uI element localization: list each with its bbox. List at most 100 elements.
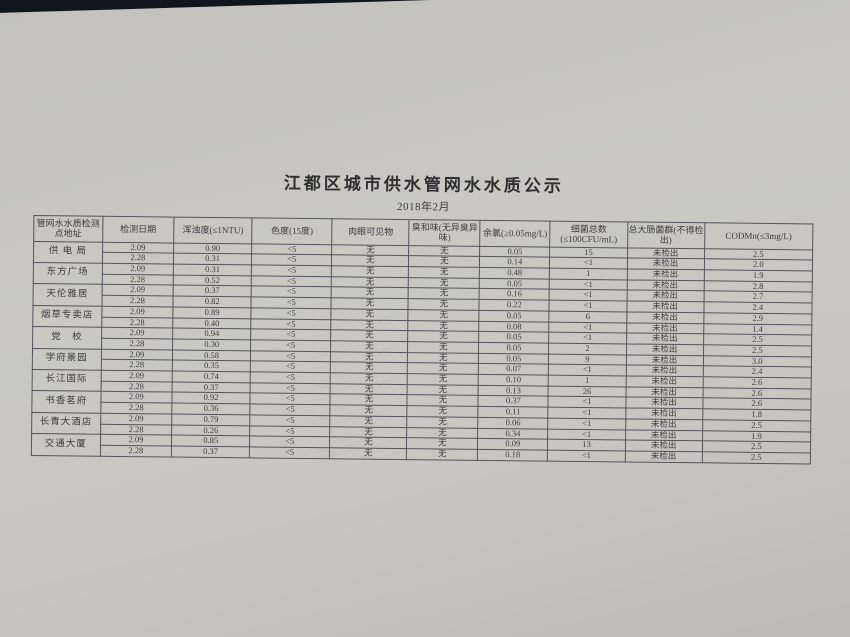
value-cell: 未检出 (625, 386, 703, 399)
value-cell: <1 (549, 332, 627, 344)
value-cell: 无 (408, 298, 480, 311)
value-cell: 0.89 (173, 306, 252, 319)
value-cell: 未检出 (626, 258, 705, 270)
value-cell: 无 (408, 255, 480, 268)
value-cell: 无 (331, 287, 409, 299)
value-cell: 无 (408, 245, 480, 257)
value-cell: 0.58 (172, 349, 251, 362)
value-cell: 未检出 (625, 408, 703, 420)
value-cell: <5 (250, 329, 332, 341)
value-cell: 0.85 (171, 435, 250, 447)
value-cell: 无 (407, 395, 479, 407)
value-cell: <5 (251, 275, 332, 288)
value-cell: 9 (548, 353, 627, 366)
value-cell: <5 (249, 446, 330, 459)
value-cell: 未检出 (626, 333, 704, 345)
value-cell: 0.05 (478, 342, 550, 354)
column-header: 臭和味(无异臭异味) (409, 219, 481, 246)
value-cell: 2.09 (102, 241, 174, 254)
value-cell: <5 (250, 350, 331, 363)
value-cell: <1 (548, 417, 626, 430)
value-cell: 无 (408, 320, 480, 332)
value-cell: 2.09 (100, 391, 173, 404)
value-cell: 无 (330, 372, 408, 385)
value-cell: 未检出 (626, 279, 704, 292)
value-cell: <5 (251, 243, 332, 256)
value-cell: 无 (408, 266, 480, 279)
column-header: 色度(15度) (251, 217, 333, 245)
value-cell: 2.09 (100, 348, 173, 361)
value-cell: 0.52 (173, 274, 252, 287)
value-cell: 2.28 (100, 381, 173, 393)
value-cell: 无 (330, 383, 408, 396)
value-cell: 2.28 (101, 338, 173, 350)
value-cell: 15 (549, 246, 628, 259)
value-cell: 无 (329, 437, 408, 449)
value-cell: 0.10 (478, 374, 549, 386)
value-cell: 0.05 (479, 245, 551, 258)
value-cell: 0.37 (478, 395, 549, 408)
value-cell: <1 (547, 450, 625, 462)
value-cell: 0.35 (172, 360, 251, 372)
column-header: 细菌总数(≤100CFU/mL) (550, 221, 628, 248)
value-cell: 0.36 (172, 403, 251, 415)
table-body: 供 电 局 2.09 0.90 <5 无无 0.05 15 未检出 2.5 2.28 0.31 <5 无… (31, 241, 813, 464)
value-cell: 未检出 (625, 429, 703, 442)
value-cell: <1 (548, 407, 626, 419)
value-cell: 2.28 (101, 316, 174, 329)
value-cell: <5 (250, 393, 331, 405)
value-cell: <1 (549, 257, 628, 269)
value-cell: 2.09 (101, 263, 174, 275)
value-cell: 未检出 (626, 301, 704, 313)
value-cell: 无 (407, 341, 479, 353)
value-cell: 无 (407, 405, 479, 418)
value-cell: 2.09 (100, 413, 173, 425)
value-cell: 无 (329, 426, 408, 438)
value-cell: 0.06 (478, 417, 549, 429)
value-cell: 无 (330, 394, 408, 406)
location-cell: 学府景园 (32, 348, 102, 371)
value-cell: 无 (408, 277, 480, 289)
value-cell: <5 (250, 339, 331, 352)
value-cell: <5 (249, 414, 331, 427)
value-cell: 未检出 (626, 322, 704, 335)
value-cell: 无 (331, 244, 410, 256)
value-cell: 0.13 (478, 385, 549, 397)
value-cell: 2 (548, 343, 627, 355)
value-cell: 0.14 (479, 256, 550, 269)
value-cell: 无 (330, 351, 408, 363)
value-cell: 2.28 (101, 273, 174, 286)
value-cell: 0.94 (172, 328, 251, 340)
location-cell: 供 电 局 (33, 241, 103, 264)
value-cell: 无 (408, 309, 480, 321)
value-cell: 1 (548, 375, 626, 387)
value-cell: 0.11 (478, 406, 549, 418)
value-cell: 0.05 (478, 331, 550, 344)
value-cell: 2.09 (101, 284, 174, 297)
column-header: 管网水水质检测点地址 (33, 215, 103, 242)
value-cell: 2.28 (100, 423, 172, 436)
value-cell: 2.09 (101, 306, 174, 318)
value-cell: <1 (547, 428, 626, 441)
value-cell: <5 (249, 425, 331, 438)
value-cell: 未检出 (625, 418, 703, 431)
value-cell: <5 (251, 254, 332, 266)
location-cell: 天伦雅居 (32, 283, 102, 307)
value-cell: 未检出 (627, 247, 705, 260)
value-cell: <5 (250, 361, 331, 373)
value-cell: 未检出 (626, 268, 705, 281)
value-cell: 无 (330, 415, 408, 428)
column-header: CODMn(≤3mg/L) (704, 222, 813, 250)
value-cell: <1 (549, 289, 627, 302)
location-cell: 长江国际 (32, 369, 101, 392)
value-cell: 0.31 (173, 264, 252, 276)
value-cell: 0.48 (479, 267, 550, 279)
value-cell: 无 (406, 448, 478, 461)
value-cell: 无 (407, 427, 479, 439)
value-cell: 2.28 (99, 445, 172, 457)
value-cell: 0.74 (172, 371, 251, 383)
value-cell: 0.22 (479, 299, 550, 311)
value-cell: 无 (331, 297, 409, 310)
value-cell: 1 (549, 268, 627, 280)
